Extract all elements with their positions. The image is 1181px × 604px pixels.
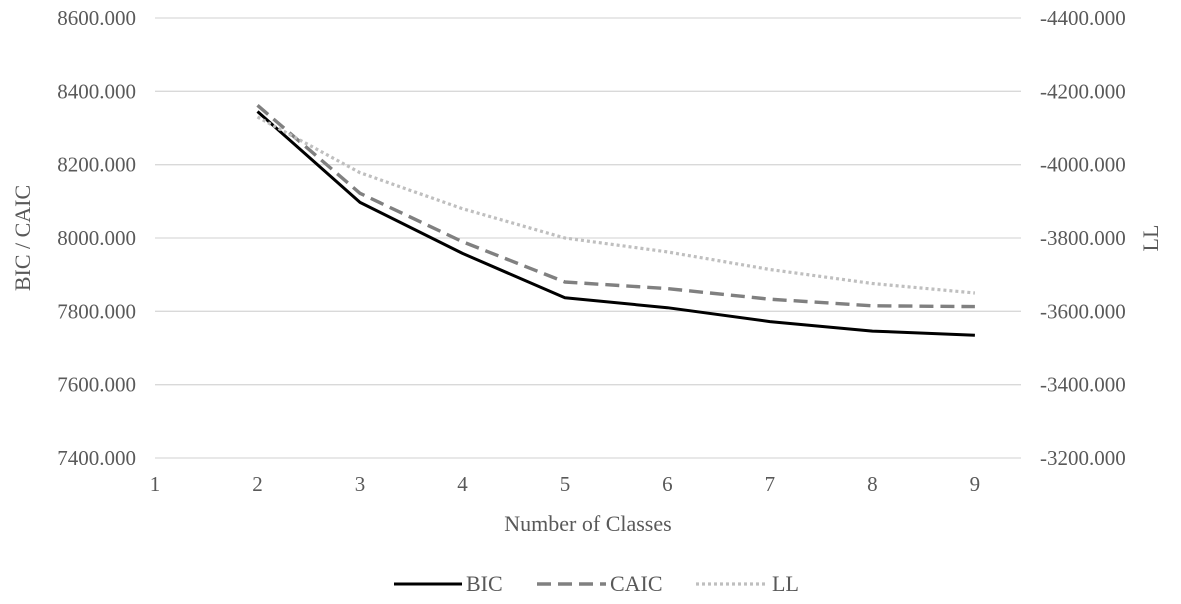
x-tick-label: 9 xyxy=(970,472,981,496)
y2-tick-label: -3200.000 xyxy=(1040,446,1126,470)
x-tick-label: 3 xyxy=(355,472,366,496)
x-tick-label: 4 xyxy=(457,472,468,496)
y-tick-label: 8000.000 xyxy=(57,226,136,250)
x-tick-label: 6 xyxy=(662,472,673,496)
y2-axis-title: LL xyxy=(1138,225,1163,252)
y-tick-label: 8600.000 xyxy=(57,6,136,30)
y-axis-title: BIC / CAIC xyxy=(10,185,35,291)
y2-tick-label: -4400.000 xyxy=(1040,6,1126,30)
y-tick-label: 7600.000 xyxy=(57,373,136,397)
legend-label-bic: BIC xyxy=(466,571,503,596)
y-tick-label: 7800.000 xyxy=(57,299,136,323)
x-axis-ticks: 1 2 3 4 5 6 7 8 9 xyxy=(150,472,980,496)
x-axis-title: Number of Classes xyxy=(504,511,671,536)
y2-tick-label: -4000.000 xyxy=(1040,153,1126,177)
x-tick-label: 1 xyxy=(150,472,161,496)
y2-tick-label: -3400.000 xyxy=(1040,373,1126,397)
series-line-ll xyxy=(256,115,976,295)
gridlines xyxy=(155,17,1021,459)
y2-tick-label: -3800.000 xyxy=(1040,226,1126,250)
y-tick-label: 7400.000 xyxy=(57,446,136,470)
y2-tick-label: -3600.000 xyxy=(1040,299,1126,323)
legend-label-ll: LL xyxy=(772,571,799,596)
series-lines xyxy=(256,104,976,337)
x-tick-label: 2 xyxy=(252,472,263,496)
y-tick-label: 8200.000 xyxy=(57,153,136,177)
x-tick-label: 8 xyxy=(867,472,878,496)
x-tick-label: 5 xyxy=(560,472,571,496)
y-tick-label: 8400.000 xyxy=(57,79,136,103)
legend: BIC CAIC LL xyxy=(394,571,799,596)
y2-tick-label: -4200.000 xyxy=(1040,79,1126,103)
right-axis-ticks: -3200.000 -3400.000 -3600.000 -3800.000 -400… xyxy=(1040,6,1126,470)
left-axis-ticks: 7400.000 7600.000 7800.000 8000.000 8200.000… xyxy=(57,6,136,470)
x-tick-label: 7 xyxy=(765,472,776,496)
series-line-caic xyxy=(256,104,975,309)
series-line-bic xyxy=(256,110,975,337)
legend-label-caic: CAIC xyxy=(610,571,663,596)
